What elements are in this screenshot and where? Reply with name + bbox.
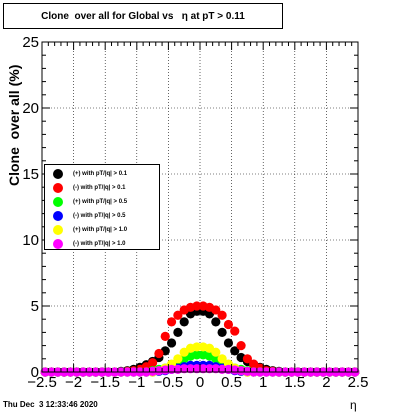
data-point bbox=[223, 319, 234, 330]
data-point bbox=[192, 350, 202, 360]
x-tick-label: 0.5 bbox=[221, 374, 242, 391]
x-tick-label: 1.5 bbox=[284, 374, 305, 391]
data-point bbox=[179, 364, 189, 374]
legend-marker-icon bbox=[53, 239, 63, 249]
legend-marker-icon bbox=[53, 211, 63, 221]
data-point bbox=[192, 301, 202, 311]
y-tick-label: 20 bbox=[22, 100, 39, 117]
y-tick-label: 10 bbox=[22, 232, 39, 249]
data-point bbox=[230, 346, 240, 356]
axes-frame bbox=[41, 41, 359, 373]
data-point bbox=[198, 364, 208, 374]
axis-ticks: −2.5 −2 −1.5 −1 −0.5 0 0.5 1 1.5 2 2.5 0 5 10 15 20 25 bbox=[22, 34, 368, 391]
data-series bbox=[40, 301, 360, 377]
legend-marker-icon bbox=[53, 225, 63, 235]
data-point bbox=[192, 342, 202, 352]
y-tick-label: 25 bbox=[22, 34, 39, 51]
x-tick-label: −0.5 bbox=[154, 374, 184, 391]
data-point bbox=[166, 317, 177, 327]
x-tick-label: 2.5 bbox=[348, 374, 369, 391]
data-point bbox=[160, 331, 170, 341]
data-point bbox=[204, 364, 215, 374]
data-point bbox=[148, 358, 158, 368]
data-point bbox=[230, 326, 240, 336]
data-point bbox=[217, 354, 227, 364]
legend-entry: (-) with pT/|q| > 1.0 bbox=[45, 237, 161, 251]
data-point bbox=[223, 338, 234, 348]
legend-entry: (-) with pT/|q| > 0.1 bbox=[45, 181, 161, 195]
data-point bbox=[211, 347, 221, 357]
legend-marker-icon bbox=[53, 183, 63, 193]
chart-title: Clone over all for Global vs η at pT > 0… bbox=[3, 3, 283, 29]
legend-marker-icon bbox=[53, 169, 63, 179]
data-point bbox=[185, 364, 196, 374]
legend-entry: (+) with pT/|q| > 0.1 bbox=[45, 167, 161, 181]
y-tick-label: 0 bbox=[31, 364, 39, 381]
y-tick-label: 5 bbox=[31, 298, 39, 315]
data-point bbox=[217, 310, 227, 320]
legend-label: (+) with pT/|q| > 1.0 bbox=[73, 227, 128, 233]
data-point bbox=[242, 354, 252, 364]
y-tick-label: 15 bbox=[22, 166, 39, 183]
data-point bbox=[236, 341, 246, 351]
x-tick-label: −2 bbox=[65, 374, 82, 391]
legend-label: (-) with pT/|q| > 1.0 bbox=[73, 241, 126, 247]
x-tick-label: −2.5 bbox=[27, 374, 57, 391]
x-tick-label: 2 bbox=[322, 374, 330, 391]
legend-label: (+) with pT/|q| > 0.1 bbox=[73, 171, 128, 177]
legend-label: (-) with pT/|q| > 0.1 bbox=[73, 185, 126, 191]
timestamp-footer: Thu Dec 3 12:33:46 2020 bbox=[3, 400, 98, 409]
data-point bbox=[217, 327, 227, 337]
x-tick-label: −1 bbox=[128, 374, 145, 391]
legend-entry: (-) with pT/|q| > 0.5 bbox=[45, 209, 161, 223]
data-point bbox=[166, 338, 177, 348]
data-point bbox=[173, 310, 183, 320]
x-tick-label: 0 bbox=[196, 374, 204, 391]
legend-marker-icon bbox=[53, 197, 63, 207]
y-axis-label: Clone over all (%) bbox=[6, 64, 22, 186]
data-point bbox=[173, 354, 183, 364]
legend: (+) with pT/|q| > 0.1 (-) with pT/|q| > … bbox=[44, 164, 160, 250]
data-point bbox=[211, 317, 221, 327]
x-axis-label: η bbox=[350, 398, 357, 412]
data-point bbox=[192, 364, 202, 374]
data-point bbox=[211, 305, 221, 315]
x-tick-label: 1 bbox=[259, 374, 267, 391]
data-point bbox=[154, 348, 164, 359]
legend-label: (+) with pT/|q| > 0.5 bbox=[73, 199, 128, 205]
data-point bbox=[179, 317, 189, 327]
x-tick-label: −1.5 bbox=[90, 374, 120, 391]
legend-entry: (+) with pT/|q| > 0.5 bbox=[45, 195, 161, 209]
data-point bbox=[173, 327, 183, 337]
legend-entry: (+) with pT/|q| > 1.0 bbox=[45, 223, 161, 237]
legend-label: (-) with pT/|q| > 0.5 bbox=[73, 213, 126, 219]
